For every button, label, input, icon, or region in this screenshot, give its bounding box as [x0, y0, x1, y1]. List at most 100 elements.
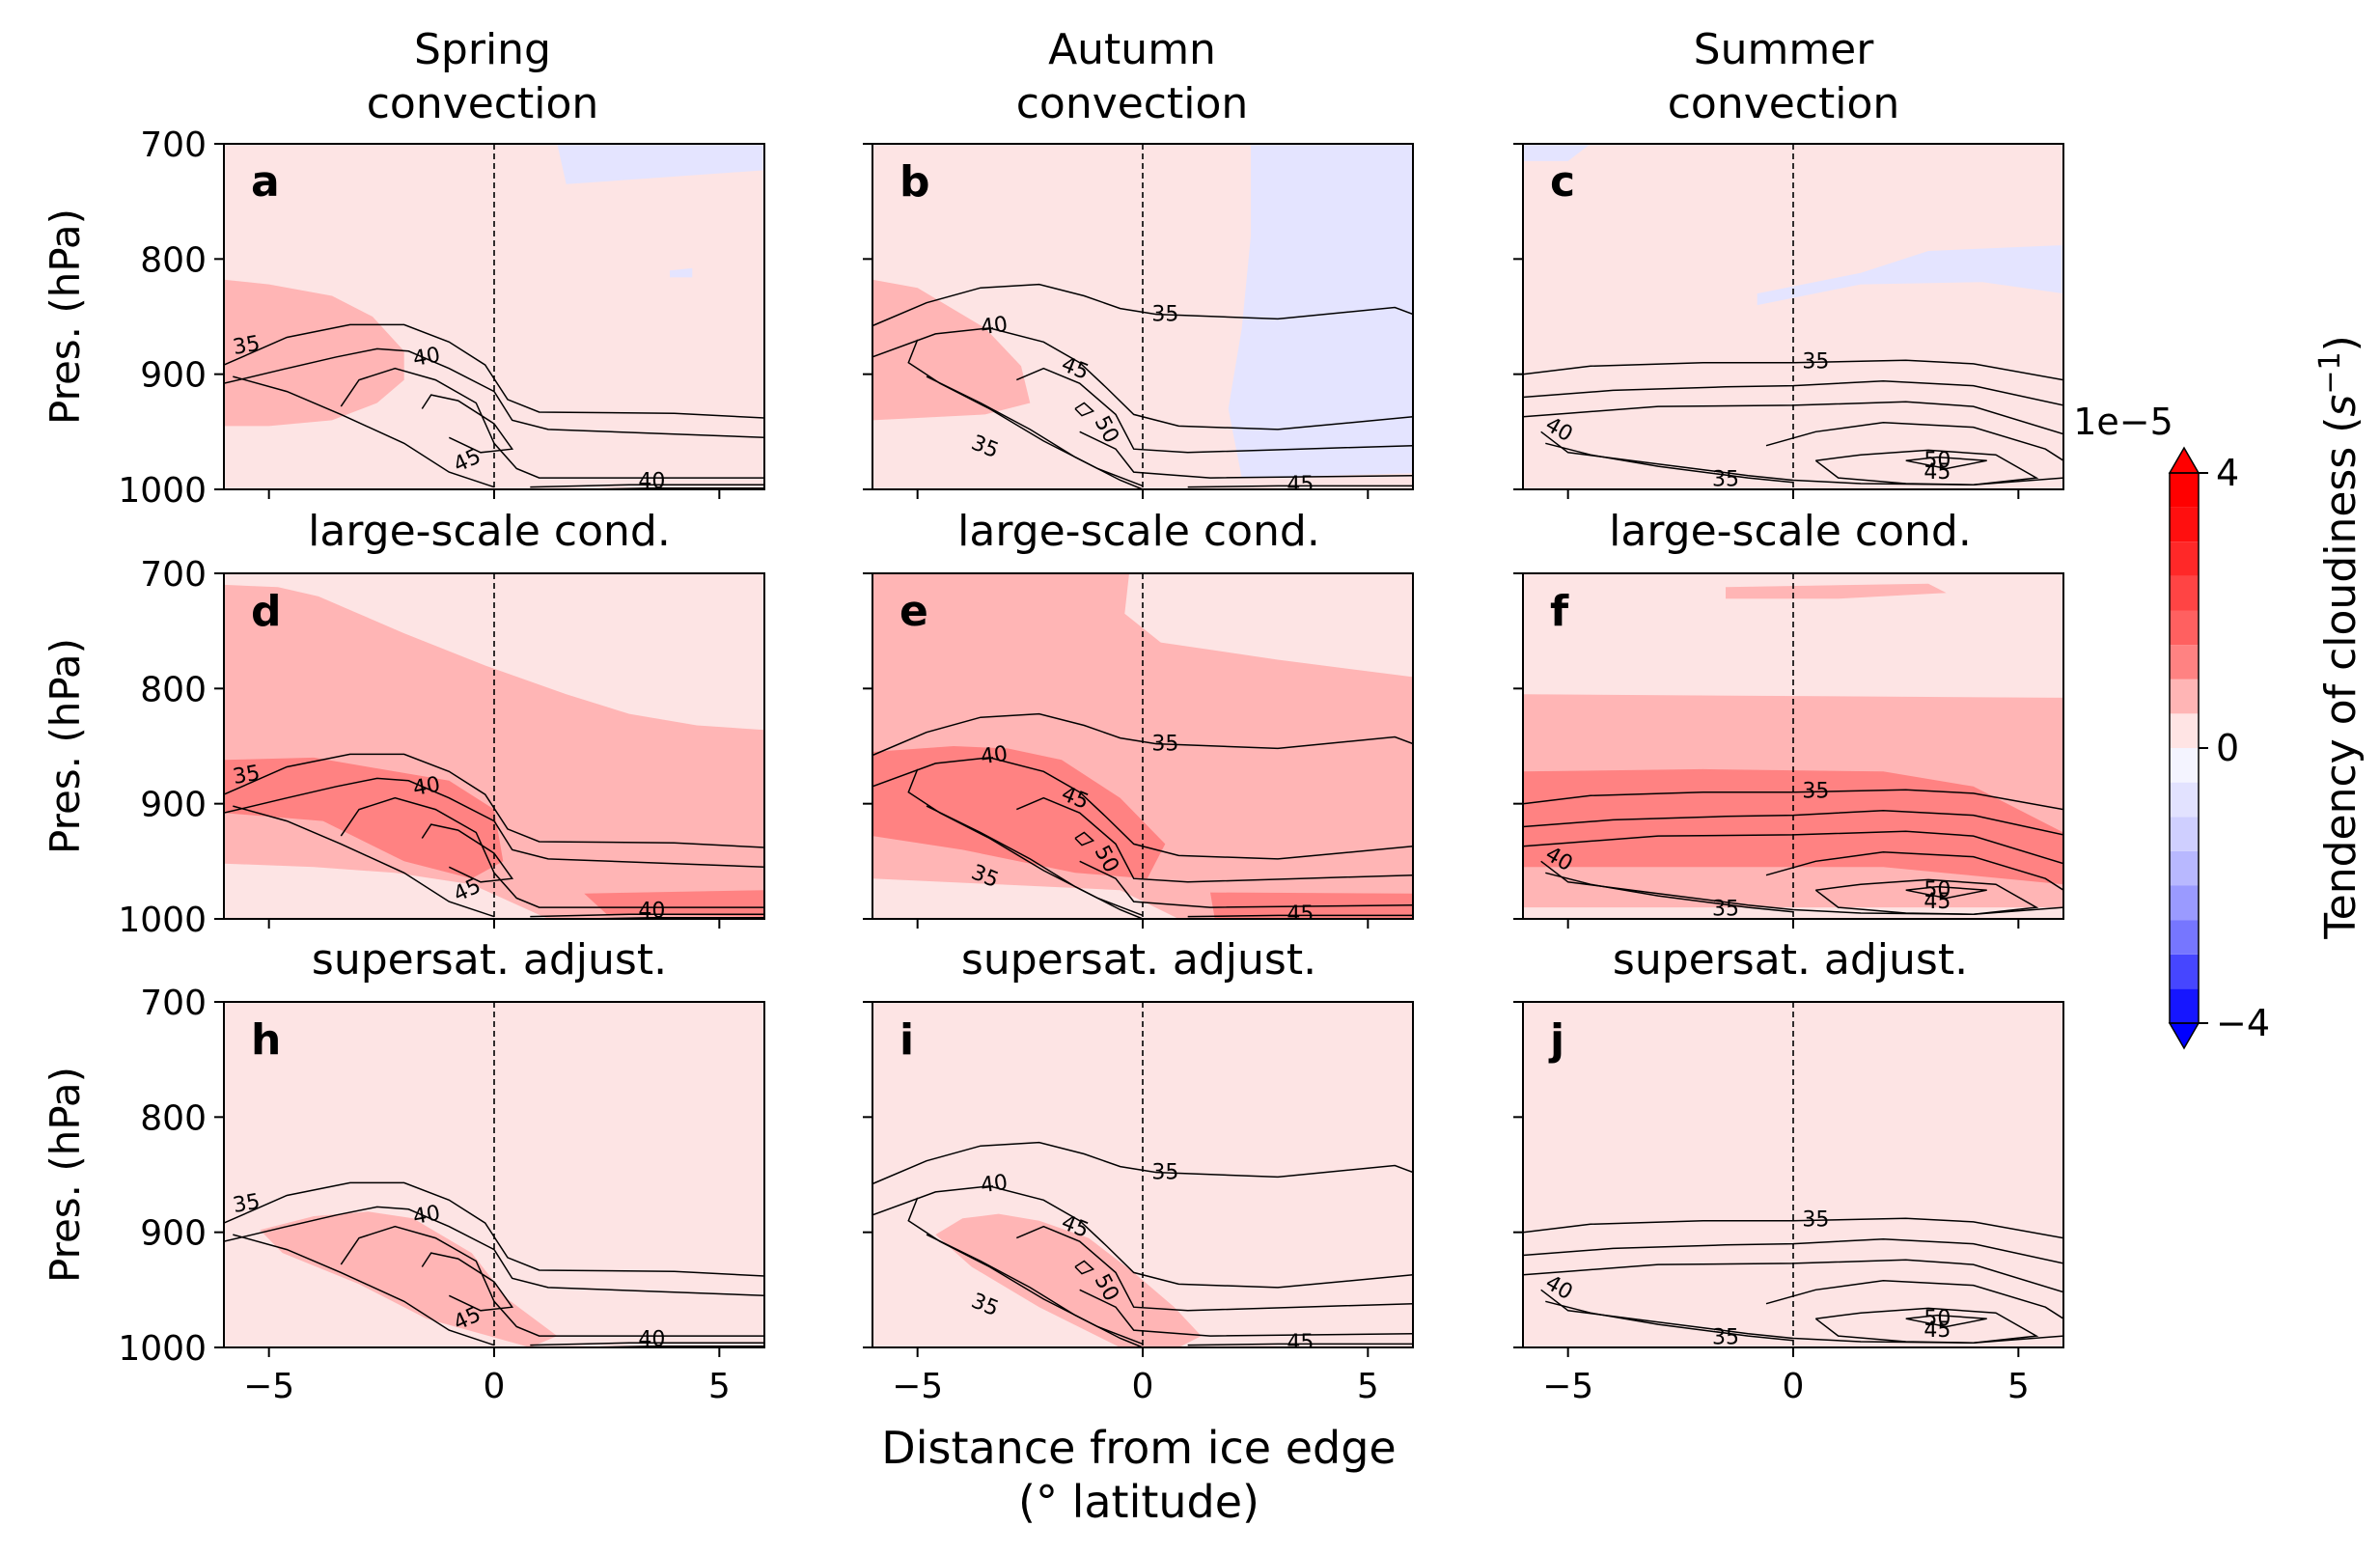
panel-e-contour-label-0: 35: [1151, 733, 1178, 757]
panel-c-contour-label-2: 35: [1712, 467, 1739, 491]
panel-i-contour-7: [1187, 1343, 1413, 1346]
colorbar-ticks: 4 0 −4: [2199, 452, 2270, 1044]
panel-i-contour-3: [926, 1234, 1144, 1347]
panel-h-ytick-label-700: 700: [140, 984, 207, 1023]
colorbar-label-exp: −1: [2313, 351, 2347, 394]
panel-a-contour-label-1: 40: [411, 344, 442, 372]
panel-h-contour-0: [224, 1181, 764, 1277]
panel-c-contour-0: [1523, 359, 2063, 381]
panel-j-contour-0: [1523, 1217, 2063, 1239]
panel-i-contour-0: [872, 1141, 1413, 1185]
row-title-large-scale-col2: large-scale cond.: [957, 507, 1320, 556]
panel-e-contour-6: [1079, 860, 1413, 908]
colorbar-label-main: Tendency of cloudiness (: [2316, 417, 2366, 940]
panel-c-shading-negative-0: [1523, 144, 1591, 161]
panel-e-contour-label-5: 45: [1287, 902, 1314, 927]
panel-f-contour-7: [1905, 885, 1987, 900]
panel-i-contour-label-0: 35: [1151, 1161, 1178, 1185]
colorbar-band-3: [2170, 885, 2199, 921]
column-titles: Spring convection Autumn convection Summ…: [367, 25, 1900, 128]
column-title-summer-line1: Summer: [1694, 25, 1875, 74]
panel-f-contour-label-4: 45: [1923, 890, 1951, 914]
panel-d-contour-1: [224, 777, 764, 869]
panel-h-contour-label-0: 35: [231, 1190, 262, 1218]
panel-e-contour-3: [926, 805, 1144, 919]
panel-j-xtick-label-0: −5: [1542, 1367, 1593, 1406]
colorbar-band-9: [2170, 679, 2199, 714]
colorbar-tick-label-2: −4: [2216, 1002, 2270, 1044]
panel-j-contour-label-0: 35: [1802, 1208, 1829, 1233]
colorbar-label: Tendency of cloudiness (s−1): [2313, 335, 2366, 940]
panel-b-contour-label-5: 45: [1287, 473, 1314, 497]
panel-h-contour-label-1: 40: [411, 1202, 442, 1230]
column-title-autumn-line2: convection: [1016, 79, 1249, 128]
panel-e-letter: e: [899, 587, 928, 636]
colorbar: 1e−5 4 0 −4 Tendency of cloudiness (s−1): [2073, 335, 2366, 1050]
panel-h-xtick-label-0: −5: [243, 1367, 294, 1406]
panel-d-contour-label-0: 35: [231, 762, 262, 790]
column-title-summer-line2: convection: [1668, 79, 1900, 128]
panel-c-contour-label-4: 45: [1923, 460, 1951, 485]
colorbar-extend-high: [2168, 446, 2200, 474]
row-titles: large-scale cond. large-scale cond. larg…: [308, 507, 1972, 985]
colorbar-label-unit: s: [2316, 395, 2366, 417]
panel-i-shading-light-0: [935, 1213, 1202, 1347]
panel-a-contour-label-3: 40: [638, 470, 665, 494]
colorbar-band-15: [2170, 473, 2199, 508]
panel-b-contour-label-0: 35: [1151, 303, 1178, 327]
panel-i-xtick-label-0: −5: [892, 1367, 943, 1406]
colorbar-bands: [2168, 446, 2200, 1050]
panel-b-contour-4: [1016, 367, 1413, 454]
x-axis-title-line2: (° latitude): [1018, 1476, 1259, 1528]
colorbar-band-7: [2170, 748, 2199, 783]
panel-e-contour-1: [872, 757, 1413, 860]
panel-a-ytick-label-700: 700: [140, 125, 207, 165]
panel-a-shading-negative-1: [670, 267, 693, 278]
panel-h-shading-light-0: [260, 1211, 558, 1347]
colorbar-label-close: ): [2316, 335, 2366, 351]
colorbar-band-5: [2170, 817, 2199, 851]
panel-e-shading-medium-1: [872, 746, 1166, 879]
panel-a-ytick-label-900: 900: [140, 356, 207, 396]
panel-h-xtick-label-2: 5: [708, 1367, 731, 1406]
panel-a-contour-label-0: 35: [231, 332, 262, 360]
colorbar-extend-low: [2168, 1022, 2200, 1050]
panel-c-contour-6: [1814, 449, 2039, 486]
column-title-autumn-line1: Autumn: [1048, 25, 1216, 74]
row-title-large-scale-col3: large-scale cond.: [1609, 507, 1972, 556]
panel-d-ylabel: Pres. (hPa): [42, 638, 89, 854]
panel-a-letter: a: [251, 157, 280, 207]
panel-a-ytick-label-1000: 1000: [118, 471, 207, 511]
colorbar-band-2: [2170, 920, 2199, 955]
panel-h-letter: h: [251, 1015, 281, 1065]
panel-i-xtick-label-1: 0: [1132, 1367, 1154, 1406]
panel-f-contour-4: [1545, 872, 1794, 913]
colorbar-band-6: [2170, 782, 2199, 818]
panel-e-contour-4: [1016, 796, 1413, 883]
panel-j-background-shading: [1523, 1002, 2063, 1347]
panel-h-ytick-label-1000: 1000: [118, 1329, 207, 1369]
panel-h-contour-3: [340, 1225, 764, 1337]
panel-c-shading-negative-1: [1757, 245, 2063, 306]
panel-b-contour-1: [872, 327, 1413, 430]
panel-c-background-shading: [1523, 144, 2063, 489]
panel-i-contour-label-1: 40: [979, 1171, 1009, 1199]
panel-c-contour-label-3: 50: [1923, 449, 1951, 473]
panel-e-contour-5: [1074, 831, 1095, 846]
panel-h-contour-2: [233, 1234, 495, 1346]
colorbar-band-4: [2170, 850, 2199, 886]
